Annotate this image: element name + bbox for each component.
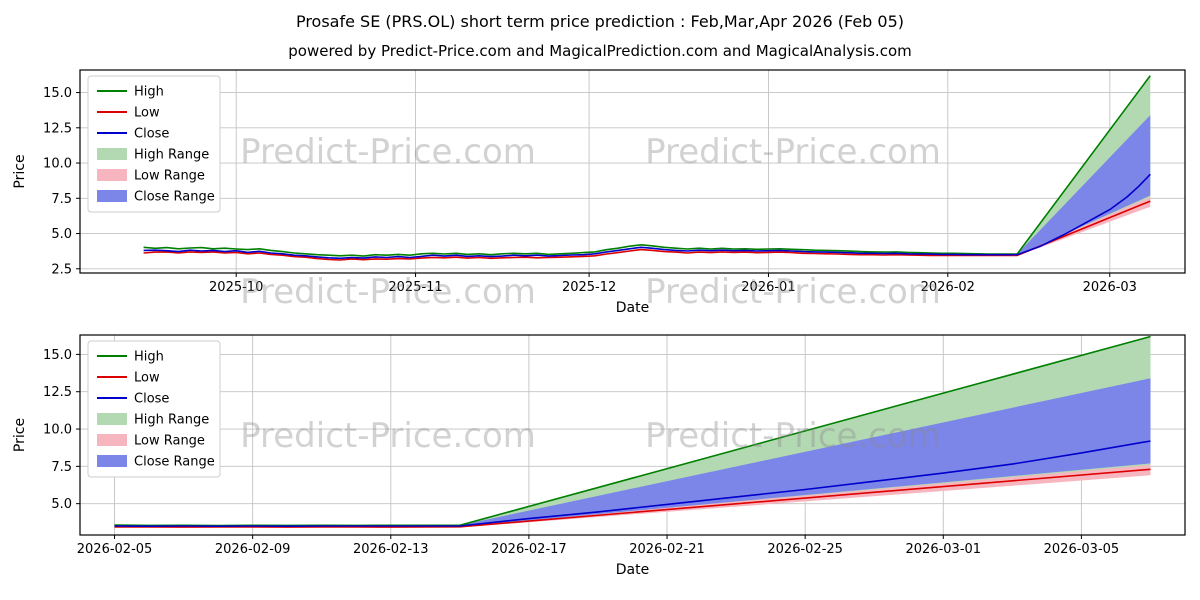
x-tick-label: 2026-03 [1083, 280, 1137, 295]
x-tick-label: 2026-02-13 [353, 542, 429, 557]
x-tick-label: 2026-02-25 [767, 542, 843, 557]
x-tick-label: 2026-02-09 [215, 542, 291, 557]
legend-swatch-high-range [97, 413, 127, 425]
subplot-2: 2026-02-05 2026-02-09 2026-02-13 2026-02-17… [12, 334, 1186, 578]
x-tick-label: 2026-03-01 [906, 542, 982, 557]
legend: High Low Close High Range Low Range Close Ran… [87, 75, 221, 213]
x-tick-label: 2025-11 [388, 280, 442, 295]
y-tick-label: 2.5 [51, 262, 72, 277]
legend-label: High [134, 85, 164, 100]
chart-title: Prosafe SE (PRS.OL) short term price pre… [295, 12, 905, 31]
axes-border [79, 334, 1186, 536]
x-axis-label: Date [616, 562, 649, 578]
legend-label: Low Range [134, 434, 205, 449]
x-tick-label: 2026-02-21 [629, 542, 705, 557]
line-low [143, 200, 1151, 261]
legend-label: Low Range [134, 169, 205, 184]
legend-swatch-close-range [97, 190, 127, 202]
y-tick-label: 5.0 [51, 227, 72, 242]
x-tick-label: 2026-02-05 [77, 542, 153, 557]
x-tick-label: 2025-12 [562, 280, 616, 295]
x-tick-label: 2026-03-05 [1044, 542, 1120, 557]
x-tick-label: 2026-02 [921, 280, 975, 295]
y-tick-label: 5.0 [51, 497, 72, 512]
legend: High Low Close High Range Low Range Close Ran… [87, 340, 221, 478]
y-tick-label: 12.5 [43, 121, 72, 136]
x-tick-label: 2025-10 [209, 280, 263, 295]
chart-subtitle: powered by Predict-Price.com and Magical… [288, 42, 912, 60]
legend-label: Close [134, 392, 169, 407]
legend-label: Close Range [134, 455, 215, 470]
subplot-1: 2025-10 2025-11 2025-12 2026-01 2026-02 2026-… [12, 69, 1186, 316]
line-low [114, 468, 1151, 528]
band-close-range [1017, 115, 1151, 256]
legend-swatch-low-range [97, 434, 127, 446]
y-tick-label: 15.0 [43, 86, 72, 101]
plot-area [80, 70, 1185, 273]
y-tick-label: 7.5 [51, 460, 72, 475]
legend-swatch-high-range [97, 148, 127, 160]
legend-label: High [134, 350, 164, 365]
x-axis-label: Date [616, 300, 649, 316]
legend-label: Close Range [134, 190, 215, 205]
y-tick-label: 10.0 [43, 157, 72, 172]
legend-swatch-close-range [97, 455, 127, 467]
legend-label: Close [134, 127, 169, 142]
legend-label: High Range [134, 413, 209, 428]
line-high [143, 75, 1151, 257]
x-tick-label: 2026-02-17 [491, 542, 567, 557]
y-tick-label: 7.5 [51, 192, 72, 207]
y-tick-label: 15.0 [43, 348, 72, 363]
y-axis-label: Price [12, 418, 28, 452]
legend-swatch-low-range [97, 169, 127, 181]
x-tick-label: 2026-01 [741, 280, 795, 295]
line-close [143, 173, 1151, 260]
axes-border [79, 69, 1186, 274]
y-axis-label: Price [12, 154, 28, 188]
y-tick-label: 12.5 [43, 385, 72, 400]
legend-label: Low [134, 106, 160, 121]
legend-label: High Range [134, 148, 209, 163]
band-close-range [459, 378, 1151, 527]
line-close [114, 440, 1151, 528]
y-tick-label: 10.0 [43, 423, 72, 438]
legend-label: Low [134, 371, 160, 386]
